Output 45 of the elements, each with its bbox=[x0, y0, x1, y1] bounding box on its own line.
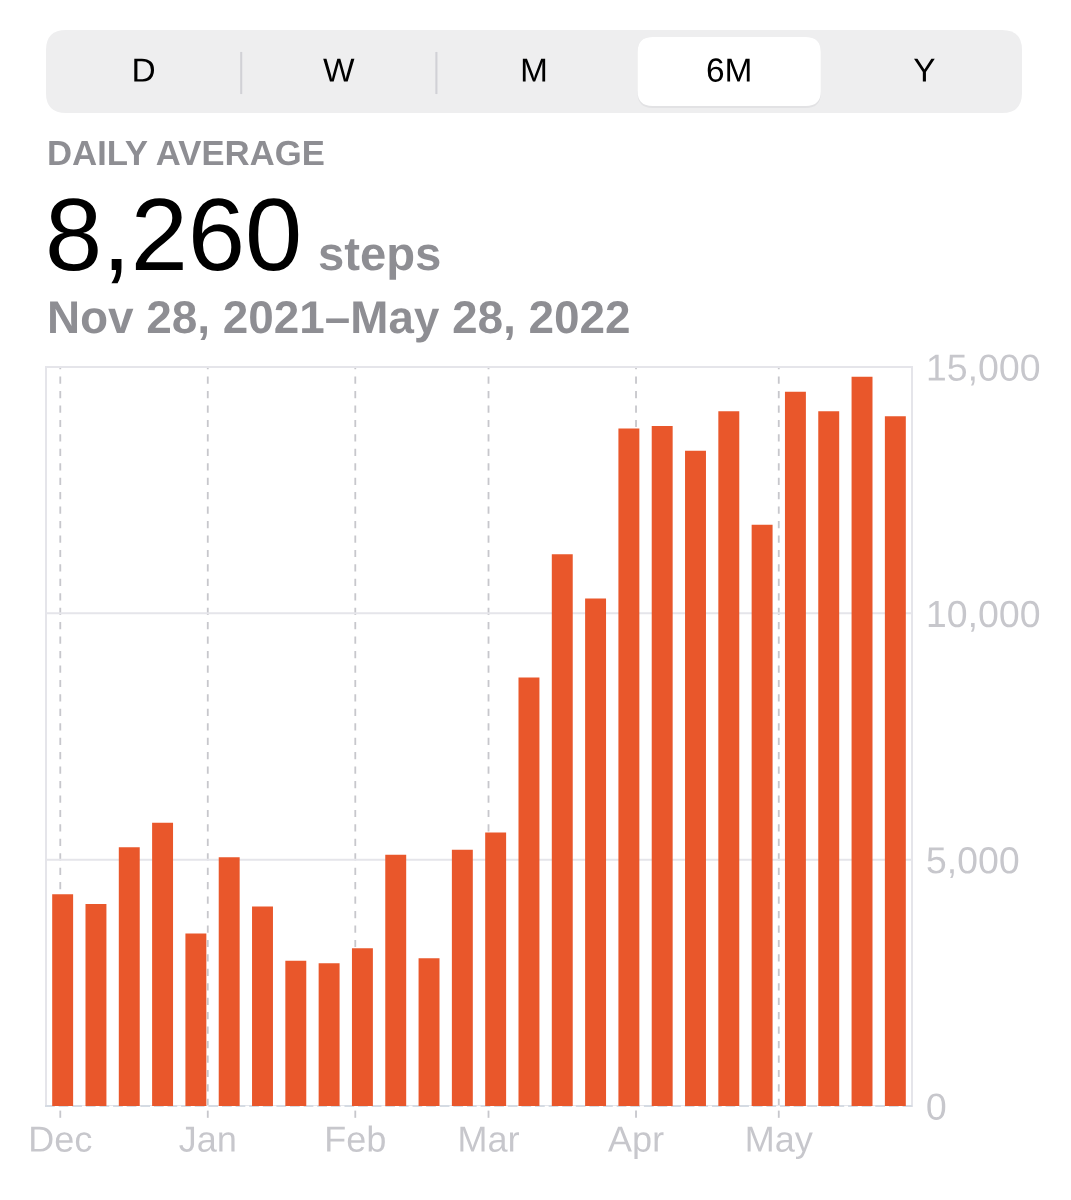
x-tick-label: Dec bbox=[31, 1126, 92, 1152]
bar bbox=[585, 598, 607, 1106]
bar bbox=[252, 906, 273, 1106]
bar bbox=[85, 904, 107, 1106]
bar bbox=[451, 849, 473, 1106]
bar bbox=[718, 411, 740, 1106]
text: W bbox=[323, 58, 355, 82]
bar bbox=[884, 416, 906, 1106]
bar bbox=[518, 677, 540, 1106]
text: D bbox=[134, 58, 155, 82]
y-tick-label: 0 bbox=[927, 1093, 946, 1120]
x-tick-label: Feb bbox=[327, 1125, 385, 1152]
bar bbox=[152, 822, 174, 1106]
bar bbox=[751, 524, 773, 1106]
chart-subtitle: Nov 28, 2021–May 28, 2022 bbox=[50, 301, 629, 343]
bar bbox=[185, 933, 207, 1106]
bar bbox=[851, 376, 873, 1106]
bar bbox=[218, 857, 240, 1106]
chart-title: DAILY AVERAGE bbox=[49, 140, 324, 166]
bar bbox=[318, 963, 340, 1106]
text: steps bbox=[319, 239, 440, 280]
bar bbox=[818, 411, 840, 1106]
bar bbox=[285, 960, 307, 1106]
bar bbox=[351, 948, 373, 1106]
x-tick-label: Mar bbox=[460, 1126, 520, 1152]
bar bbox=[118, 847, 140, 1106]
text: Y bbox=[914, 58, 935, 82]
bar bbox=[385, 854, 407, 1106]
y-tick-label: 5,000 bbox=[927, 847, 1019, 879]
bar bbox=[551, 554, 573, 1106]
bar bbox=[618, 428, 640, 1106]
x-tick-label: Jan bbox=[179, 1126, 235, 1152]
bar bbox=[418, 958, 440, 1106]
y-tick-label: 10,000 bbox=[928, 600, 1040, 632]
text: 6M bbox=[707, 58, 750, 82]
text: M bbox=[522, 58, 546, 82]
bar bbox=[485, 832, 507, 1106]
y-tick-label: 15,000 bbox=[928, 354, 1040, 386]
bar bbox=[685, 450, 706, 1106]
bar bbox=[52, 894, 74, 1106]
x-tick-label: May bbox=[747, 1126, 813, 1160]
text: 8,260 bbox=[49, 198, 299, 284]
bar bbox=[651, 426, 673, 1106]
x-tick-label: Apr bbox=[608, 1126, 664, 1160]
bar bbox=[784, 391, 806, 1106]
